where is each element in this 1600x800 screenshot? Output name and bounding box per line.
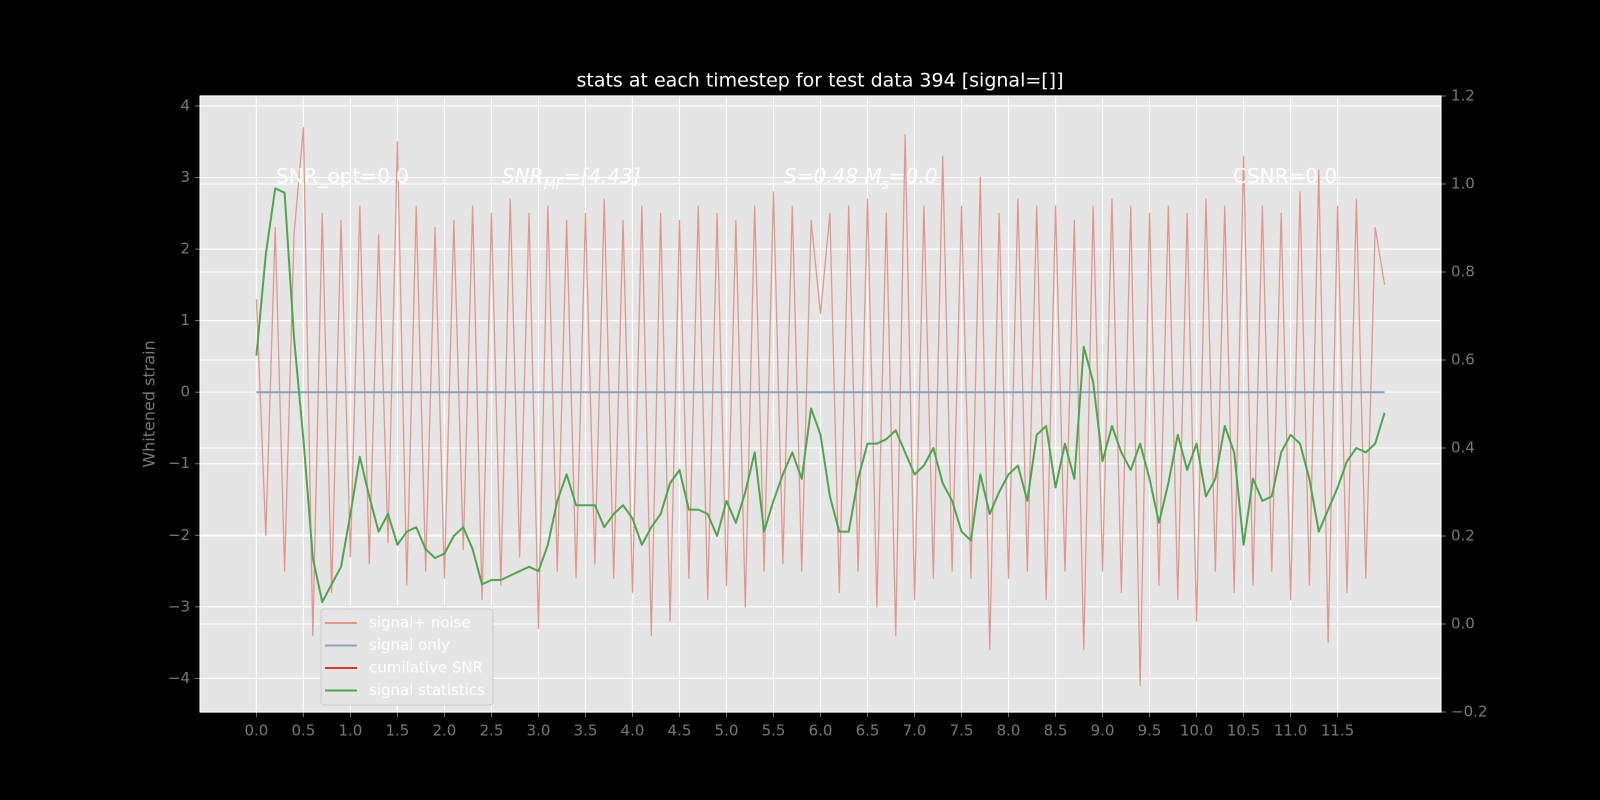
annotation: SNR_opt=0.0 bbox=[276, 164, 409, 188]
x-tick-label: 7.0 bbox=[903, 722, 927, 740]
y-tick-label: −3 bbox=[168, 597, 190, 615]
x-tick-label: 3.5 bbox=[574, 722, 598, 740]
y-tick-label: 4 bbox=[180, 97, 190, 115]
x-tick-label: 8.5 bbox=[1044, 722, 1068, 740]
y2-tick-label: 1.2 bbox=[1451, 87, 1475, 105]
annotation-part: SNR bbox=[502, 164, 544, 188]
x-tick-label: 8.0 bbox=[997, 722, 1021, 740]
y-tick-label: 3 bbox=[180, 168, 190, 186]
y2-tick-label: 0.4 bbox=[1451, 439, 1475, 457]
x-tick-label: 4.5 bbox=[668, 722, 692, 740]
y-tick-label: 2 bbox=[180, 240, 190, 258]
y-tick-label: −2 bbox=[168, 526, 190, 544]
annotation-part: SNR_opt=0.0 bbox=[276, 164, 409, 188]
x-tick-label: 5.0 bbox=[715, 722, 739, 740]
x-tick-label: 6.5 bbox=[856, 722, 880, 740]
y2-tick-label: 0.6 bbox=[1451, 351, 1475, 369]
x-tick-label: 7.5 bbox=[950, 722, 974, 740]
y2-tick-label: −0.2 bbox=[1451, 703, 1487, 721]
chart-title: stats at each timestep for test data 394… bbox=[576, 70, 1063, 92]
x-tick-label: 0.0 bbox=[244, 722, 268, 740]
legend-label: signal+ noise bbox=[369, 614, 471, 632]
annotation-part: =0.0 bbox=[889, 164, 938, 188]
legend-label: cumilative SNR bbox=[369, 659, 483, 677]
axes-frame bbox=[199, 95, 1442, 713]
x-tick-label: 11.5 bbox=[1321, 722, 1354, 740]
y2-tick-label: 0.8 bbox=[1451, 263, 1475, 281]
annotation-part: =[4.43] bbox=[564, 164, 641, 188]
x-tick-label: 10.0 bbox=[1180, 722, 1213, 740]
x-tick-label: 5.5 bbox=[762, 722, 786, 740]
annotation-part: CSNR=0.0 bbox=[1233, 164, 1337, 188]
x-tick-label: 0.5 bbox=[291, 722, 315, 740]
annotation-part: S=0.48 M bbox=[784, 164, 882, 188]
x-tick-label: 11.0 bbox=[1274, 722, 1307, 740]
series-line bbox=[255, 126, 1386, 687]
annotation: S=0.48 Ms=0.0 bbox=[784, 164, 937, 194]
y-tick-label: 0 bbox=[180, 383, 190, 401]
y2-tick-label: 0.2 bbox=[1451, 527, 1475, 545]
annotation: CSNR=0.0 bbox=[1233, 164, 1337, 188]
x-tick-label: 4.0 bbox=[621, 722, 645, 740]
annotation: SNRMF=[4.43] bbox=[502, 164, 641, 194]
x-tick-label: 10.5 bbox=[1227, 722, 1260, 740]
x-tick-label: 3.0 bbox=[527, 722, 551, 740]
legend-box bbox=[320, 608, 494, 706]
x-tick-label: 2.5 bbox=[480, 722, 504, 740]
y2-tick-label: 0.0 bbox=[1451, 615, 1475, 633]
x-tick-label: 9.5 bbox=[1138, 722, 1162, 740]
y-tick-label: 1 bbox=[180, 311, 190, 329]
y2-tick-label: 1.0 bbox=[1451, 175, 1475, 193]
y-tick-label: −4 bbox=[168, 669, 190, 687]
series-line bbox=[255, 187, 1386, 603]
x-tick-label: 2.0 bbox=[433, 722, 457, 740]
y-tick-label: −1 bbox=[168, 454, 190, 472]
legend-label: signal statistics bbox=[369, 681, 485, 699]
legend-label: signal only bbox=[369, 636, 450, 654]
annotation-part: s bbox=[882, 177, 889, 193]
x-tick-label: 1.0 bbox=[338, 722, 362, 740]
y-axis-label: Whitened strain bbox=[140, 340, 159, 467]
x-tick-label: 1.5 bbox=[386, 722, 410, 740]
x-tick-label: 9.0 bbox=[1091, 722, 1115, 740]
x-tick-label: 6.0 bbox=[809, 722, 833, 740]
annotation-part: MF bbox=[544, 177, 565, 193]
